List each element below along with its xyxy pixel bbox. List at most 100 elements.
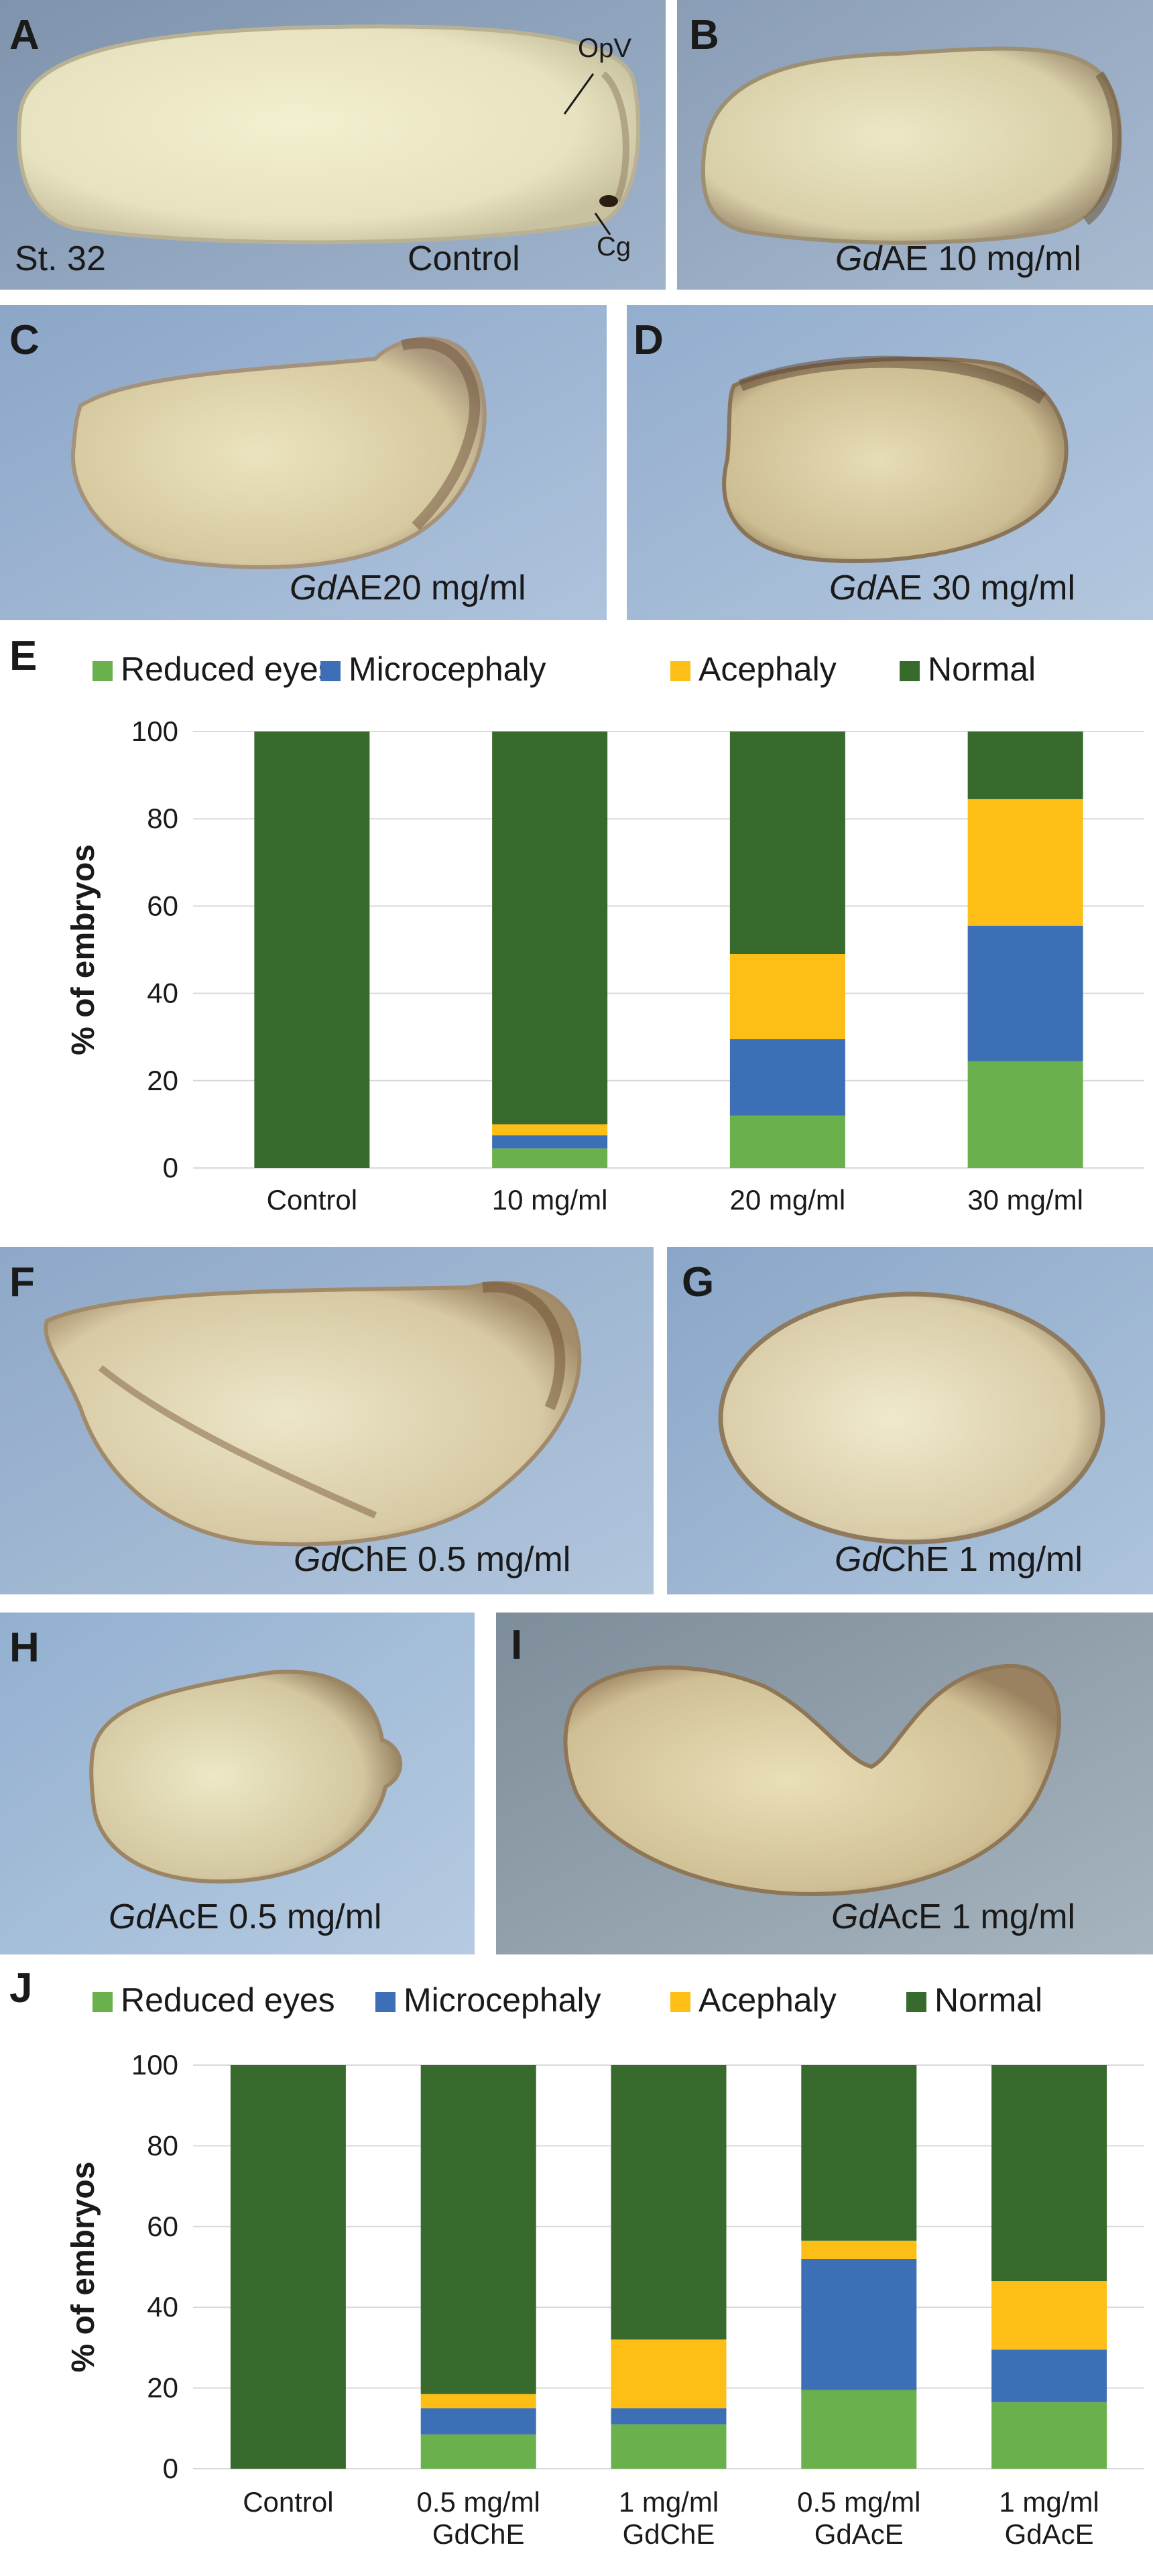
embryo-photo-gdae-30 (627, 305, 1153, 620)
bar-segment-normal (254, 731, 370, 1168)
embryo-photo-control (0, 0, 666, 290)
panel-caption: GdAE 10 mg/ml (835, 241, 1081, 276)
panel-h-image: H GdAcE 0.5 mg/ml (0, 1613, 475, 1954)
legend-swatch-acephaly (670, 1992, 690, 2012)
caption-italic: Gd (831, 1897, 878, 1936)
caption-italic: Gd (829, 569, 876, 607)
panel-label: H (9, 1625, 40, 1671)
caption-text: AcE 1 mg/ml (877, 1897, 1076, 1936)
x-tick-label: 1 mg/ml (619, 2486, 719, 2518)
embryo-photo-gdche-05 (0, 1247, 654, 1594)
legend-swatch-acephaly (670, 661, 690, 681)
x-tick-label: GdAcE (814, 2518, 904, 2550)
panel-caption: GdAE20 mg/ml (290, 571, 526, 605)
bar-segment-acephaly (420, 2394, 536, 2408)
caption-italic: Gd (109, 1897, 156, 1936)
x-tick-label: 30 mg/ml (967, 1184, 1083, 1216)
caption-italic: Gd (294, 1540, 341, 1579)
panel-label: D (633, 317, 664, 363)
x-tick-label: GdChE (432, 2518, 525, 2550)
y-tick-label: 60 (147, 2211, 178, 2242)
legend-swatch-microcephaly (320, 661, 341, 681)
y-tick-label: 80 (147, 803, 178, 834)
x-tick-label: 0.5 mg/ml (417, 2486, 540, 2518)
y-tick-label: 20 (147, 2372, 178, 2404)
embryo-photo-gdae-10 (677, 0, 1153, 290)
bar-segment-acephaly (991, 2281, 1107, 2350)
x-tick-label: 0.5 mg/ml (797, 2486, 920, 2518)
panel-f-image: F GdChE 0.5 mg/ml (0, 1247, 654, 1594)
y-tick-label: 100 (131, 2049, 178, 2081)
panel-label: G (682, 1259, 715, 1305)
embryo-photo-gdche-1 (667, 1247, 1153, 1594)
bar-segment-microcephaly (729, 1039, 845, 1116)
stacked-bar-chart-e: Reduced eyes Microcephaly Acephaly Normal 0 2… (66, 650, 1144, 1216)
panel-b-image: B GdAE 10 mg/ml (677, 0, 1153, 290)
y-tick-label: 20 (147, 1065, 178, 1096)
panel-a-image: A OpV Cg St. 32 Control (0, 0, 666, 290)
bar-segment-normal (967, 731, 1083, 799)
panel-label: E (9, 633, 38, 679)
caption-text: ChE 1 mg/ml (881, 1540, 1083, 1579)
panel-label: B (689, 12, 719, 58)
bar-segment-reduced_eyes (492, 1148, 608, 1168)
bar-segment-reduced_eyes (801, 2390, 917, 2469)
x-tick-label: Control (243, 2486, 333, 2518)
caption-italic: Gd (835, 1540, 882, 1579)
x-tick-label: 20 mg/ml (730, 1184, 846, 1216)
bar-segment-microcephaly (801, 2258, 917, 2390)
legend-label-normal: Normal (934, 1981, 1042, 2019)
panel-label: F (9, 1259, 35, 1305)
bar-segment-normal (991, 2065, 1107, 2282)
panel-caption: GdAcE 1 mg/ml (831, 1899, 1075, 1934)
y-tick-label: 60 (147, 890, 178, 921)
cg-annotation: Cg (597, 232, 631, 261)
embryo-photo-gdae-20 (0, 305, 607, 620)
bar-segment-microcephaly (611, 2408, 727, 2424)
bar-segment-acephaly (492, 1124, 608, 1136)
bar-segment-reduced_eyes (729, 1115, 845, 1168)
bar-segment-acephaly (611, 2339, 727, 2408)
bar-segment-microcephaly (492, 1135, 608, 1149)
panel-caption: GdChE 1 mg/ml (835, 1542, 1083, 1577)
bar-segment-normal (492, 731, 608, 1124)
y-axis-title: % of embryos (66, 844, 101, 1055)
y-tick-label: 0 (163, 1152, 178, 1183)
caption-italic: Gd (290, 569, 337, 607)
opv-annotation: OpV (578, 34, 632, 63)
y-tick-label: 40 (147, 2291, 178, 2323)
panel-g-image: G GdChE 1 mg/ml (667, 1247, 1153, 1594)
legend-label-acephaly: Acephaly (699, 1981, 837, 2019)
bar-segment-reduced_eyes (967, 1061, 1083, 1168)
legend-swatch-microcephaly (375, 1992, 396, 2012)
caption-text: AE 30 mg/ml (875, 569, 1076, 607)
bar-segment-reduced_eyes (420, 2434, 536, 2469)
panel-caption: Control (408, 239, 520, 278)
panel-label: A (9, 12, 40, 58)
bar-segment-normal (230, 2065, 346, 2469)
bar-segment-normal (420, 2065, 536, 2394)
legend-swatch-reduced_eyes (93, 661, 113, 681)
y-tick-label: 80 (147, 2129, 178, 2161)
legend-label-microcephaly: Microcephaly (404, 1981, 601, 2019)
legend-swatch-normal (900, 661, 920, 681)
caption-italic: Gd (835, 239, 882, 278)
embryo-photo-gdace-1 (496, 1613, 1153, 1954)
bar-segment-microcephaly (991, 2349, 1107, 2402)
legend-swatch-normal (906, 1992, 926, 2012)
x-tick-label: 10 mg/ml (492, 1184, 608, 1216)
legend-label-reduced_eyes: Reduced eyes (121, 650, 335, 688)
caption-text: ChE 0.5 mg/ml (340, 1540, 571, 1579)
stage-label: St. 32 (15, 239, 106, 278)
bar-segment-normal (801, 2065, 917, 2241)
caption-text: AE20 mg/ml (336, 569, 526, 607)
panel-i-image: I GdAcE 1 mg/ml (496, 1613, 1153, 1954)
bar-segment-normal (729, 731, 845, 955)
y-axis-title: % of embryos (66, 2162, 101, 2373)
legend-label-microcephaly: Microcephaly (349, 650, 546, 688)
bar-segment-acephaly (801, 2240, 917, 2259)
x-tick-label: Control (267, 1184, 357, 1216)
panel-label: C (9, 317, 40, 363)
panel-caption: GdAcE 0.5 mg/ml (109, 1899, 381, 1934)
x-tick-label: 1 mg/ml (999, 2486, 1099, 2518)
